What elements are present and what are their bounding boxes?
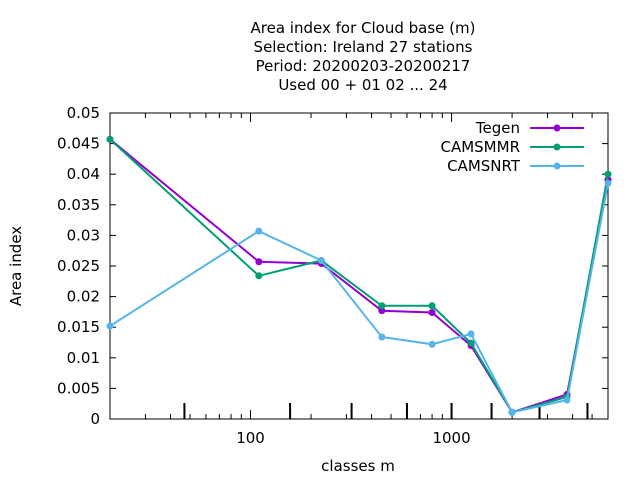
x-axis: 100 1000 — [109, 113, 609, 447]
data-point — [428, 340, 436, 348]
data-point — [604, 179, 612, 187]
y-tick-label: 0.015 — [57, 318, 100, 336]
data-point — [378, 333, 386, 341]
y-tick-label: 0.05 — [67, 104, 100, 122]
data-point — [378, 302, 386, 310]
y-tick-label: 0.035 — [57, 196, 100, 214]
y-tick-label: 0 — [90, 410, 100, 428]
y-tick-label: 0.03 — [67, 226, 100, 244]
series-line — [109, 138, 609, 414]
y-axis-label: Area index — [7, 226, 25, 306]
data-point — [467, 330, 475, 338]
y-tick-label: 0.005 — [57, 379, 100, 397]
y-tick-label: 0.04 — [67, 165, 100, 183]
legend-marker — [553, 143, 561, 151]
x-axis-label: classes m — [321, 457, 395, 475]
y-tick-label: 0.01 — [67, 349, 100, 367]
y-axis: 0 0.005 0.01 0.015 0.02 0.025 0.03 0.035 0.04 0.0… — [57, 104, 608, 428]
title-line-2: Selection: Ireland 27 stations — [254, 38, 473, 56]
series-line — [109, 183, 609, 414]
y-tick-label: 0.025 — [57, 257, 100, 275]
data-point — [255, 258, 263, 266]
series-camsnrt — [106, 179, 612, 416]
data-point — [508, 408, 516, 416]
data-point — [428, 309, 436, 317]
series-lines — [106, 135, 612, 416]
x-tick-label: 1000 — [432, 429, 470, 447]
series-line — [109, 138, 609, 414]
x-tick-label: 100 — [236, 429, 265, 447]
data-point — [563, 396, 571, 404]
plot-frame — [109, 112, 609, 420]
data-point — [255, 227, 263, 235]
data-point — [255, 272, 263, 280]
data-point — [317, 256, 325, 264]
data-point — [106, 322, 114, 330]
legend-marker — [553, 124, 561, 132]
series-camsmmr — [106, 135, 612, 416]
legend-label: CAMSMMR — [440, 138, 520, 156]
y-tick-label: 0.02 — [67, 288, 100, 306]
legend-label: CAMSNRT — [447, 157, 521, 175]
title-line-4: Used 00 + 01 02 ... 24 — [278, 76, 447, 94]
legend-marker — [553, 162, 561, 170]
legend-label: Tegen — [475, 119, 520, 137]
data-point — [106, 135, 114, 143]
title-line-1: Area index for Cloud base (m) — [251, 19, 476, 37]
y-tick-label: 0.045 — [57, 135, 100, 153]
series-tegen — [106, 135, 612, 416]
data-point — [428, 302, 436, 310]
title-line-3: Period: 20200203-20200217 — [256, 57, 471, 75]
data-point — [604, 170, 612, 178]
data-point — [467, 339, 475, 347]
chart-title: Area index for Cloud base (m) Selection:… — [251, 19, 476, 94]
data-point — [378, 307, 386, 315]
